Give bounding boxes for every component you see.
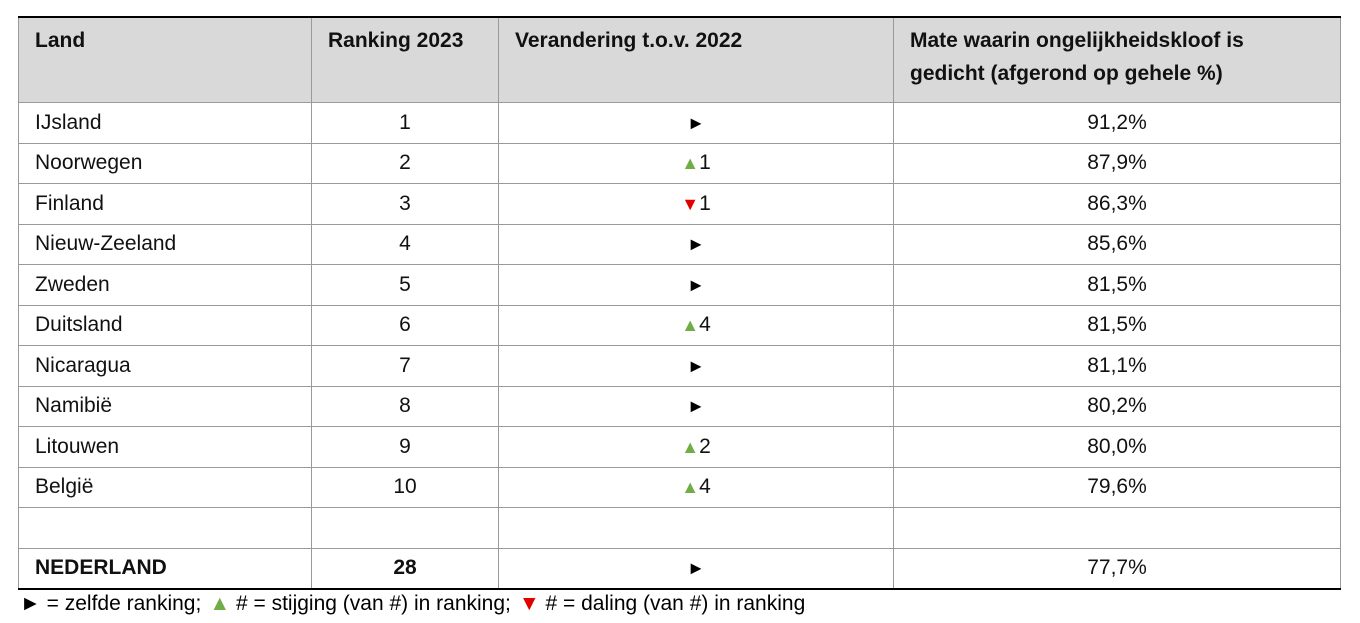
table-row: Zweden 5 ► 81,5% [18,264,1341,306]
legend-text: # = stijging (van #) in ranking; [235,592,511,615]
country-cell: Finland [18,183,312,225]
rank-cell: 10 [311,466,499,508]
score-cell: 80,0% [893,426,1341,468]
country-cell: Nieuw-Zeeland [18,223,312,265]
change-amount: 2 [699,434,711,458]
legend: ► = zelfde ranking; ▲ # = stijging (van #… [20,592,813,616]
change-symbol: ► [687,234,705,255]
change-symbol: ▼ [681,193,700,214]
country-cell: Namibië [18,385,312,427]
rank-cell: 3 [311,183,499,225]
legend-symbol: ▲ [209,592,231,615]
legend-item: ▼ # = daling (van #) in ranking [519,592,805,615]
rank-cell: 9 [311,426,499,468]
empty-cell [498,507,894,549]
header-cell: Ranking 2023 [311,16,499,103]
rank-cell: 28 [311,547,499,590]
legend-symbol: ▼ [518,592,540,615]
score-cell: 80,2% [893,385,1341,427]
table-header: Land Ranking 2023 Verandering t.o.v. 202… [18,16,1341,103]
legend-text: = zelfde ranking; [46,592,202,615]
change-cell: ▼1 [498,183,894,225]
change-cell: ► [498,264,894,306]
change-symbol: ▲ [681,477,700,498]
empty-cell [893,507,1341,549]
table-row: Duitsland 6 ▲4 81,5% [18,304,1341,346]
score-cell: 91,2% [893,102,1341,144]
country-cell: Litouwen [18,426,312,468]
change-cell: ► [498,345,894,387]
rank-cell: 8 [311,385,499,427]
table-row: België 10 ▲4 79,6% [18,466,1341,508]
change-cell: ▲4 [498,466,894,508]
change-amount: 1 [699,151,711,175]
rank-cell: 6 [311,304,499,346]
score-cell: 81,5% [893,264,1341,306]
legend-item: ▲ # = stijging (van #) in ranking; [209,592,511,615]
change-amount: 4 [699,475,711,499]
table-wrap: Land Ranking 2023 Verandering t.o.v. 202… [18,16,1341,590]
table-row: Noorwegen 2 ▲1 87,9% [18,142,1341,184]
rank-cell: 7 [311,345,499,387]
change-symbol: ► [687,396,705,417]
change-symbol: ► [687,112,705,133]
change-cell: ► [498,223,894,265]
legend-item: ► = zelfde ranking; [20,592,201,615]
table-row: Nicaragua 7 ► 81,1% [18,345,1341,387]
change-cell: ▲4 [498,304,894,346]
country-cell: IJsland [18,102,312,144]
rank-cell: 2 [311,142,499,184]
change-symbol: ► [687,558,705,579]
country-cell: Noorwegen [18,142,312,184]
rank-cell: 1 [311,102,499,144]
score-cell: 81,1% [893,345,1341,387]
change-amount: 4 [699,313,711,337]
table-row: NEDERLAND 28 ► 77,7% [18,547,1341,590]
header-cell: Verandering t.o.v. 2022 [498,16,894,103]
score-cell: 79,6% [893,466,1341,508]
table-row: IJsland 1 ► 91,2% [18,102,1341,144]
change-cell: ► [498,547,894,590]
score-cell: 86,3% [893,183,1341,225]
change-symbol: ▲ [681,153,700,174]
score-cell: 81,5% [893,304,1341,346]
country-cell: België [18,466,312,508]
change-cell: ► [498,102,894,144]
country-cell: NEDERLAND [18,547,312,590]
change-cell: ▲1 [498,142,894,184]
country-cell: Zweden [18,264,312,306]
score-cell: 77,7% [893,547,1341,590]
score-cell: 87,9% [893,142,1341,184]
rank-cell: 5 [311,264,499,306]
change-amount: 1 [699,191,711,215]
country-cell: Nicaragua [18,345,312,387]
change-symbol: ► [687,274,705,295]
change-symbol: ► [687,355,705,376]
table-row: Litouwen 9 ▲2 80,0% [18,426,1341,468]
change-symbol: ▲ [681,315,700,336]
legend-text: # = daling (van #) in ranking [545,592,806,615]
header-cell: Land [18,16,312,103]
table-row: Finland 3 ▼1 86,3% [18,183,1341,225]
score-cell: 85,6% [893,223,1341,265]
table-body: IJsland 1 ► 91,2% Noorwegen 2 ▲1 87,9% Finland 3 ▼… [18,102,1341,590]
legend-symbol: ► [20,592,41,615]
ranking-table: Land Ranking 2023 Verandering t.o.v. 202… [18,16,1341,590]
empty-cell [311,507,499,549]
change-cell: ► [498,385,894,427]
table-row: Namibië 8 ► 80,2% [18,385,1341,427]
rank-cell: 4 [311,223,499,265]
country-cell: Duitsland [18,304,312,346]
change-cell: ▲2 [498,426,894,468]
header-cell: Mate waarin ongelijkheidskloof is gedich… [893,16,1341,103]
table-row: Nieuw-Zeeland 4 ► 85,6% [18,223,1341,265]
empty-cell [18,507,312,549]
change-symbol: ▲ [681,436,700,457]
spacer-row [18,507,1341,549]
